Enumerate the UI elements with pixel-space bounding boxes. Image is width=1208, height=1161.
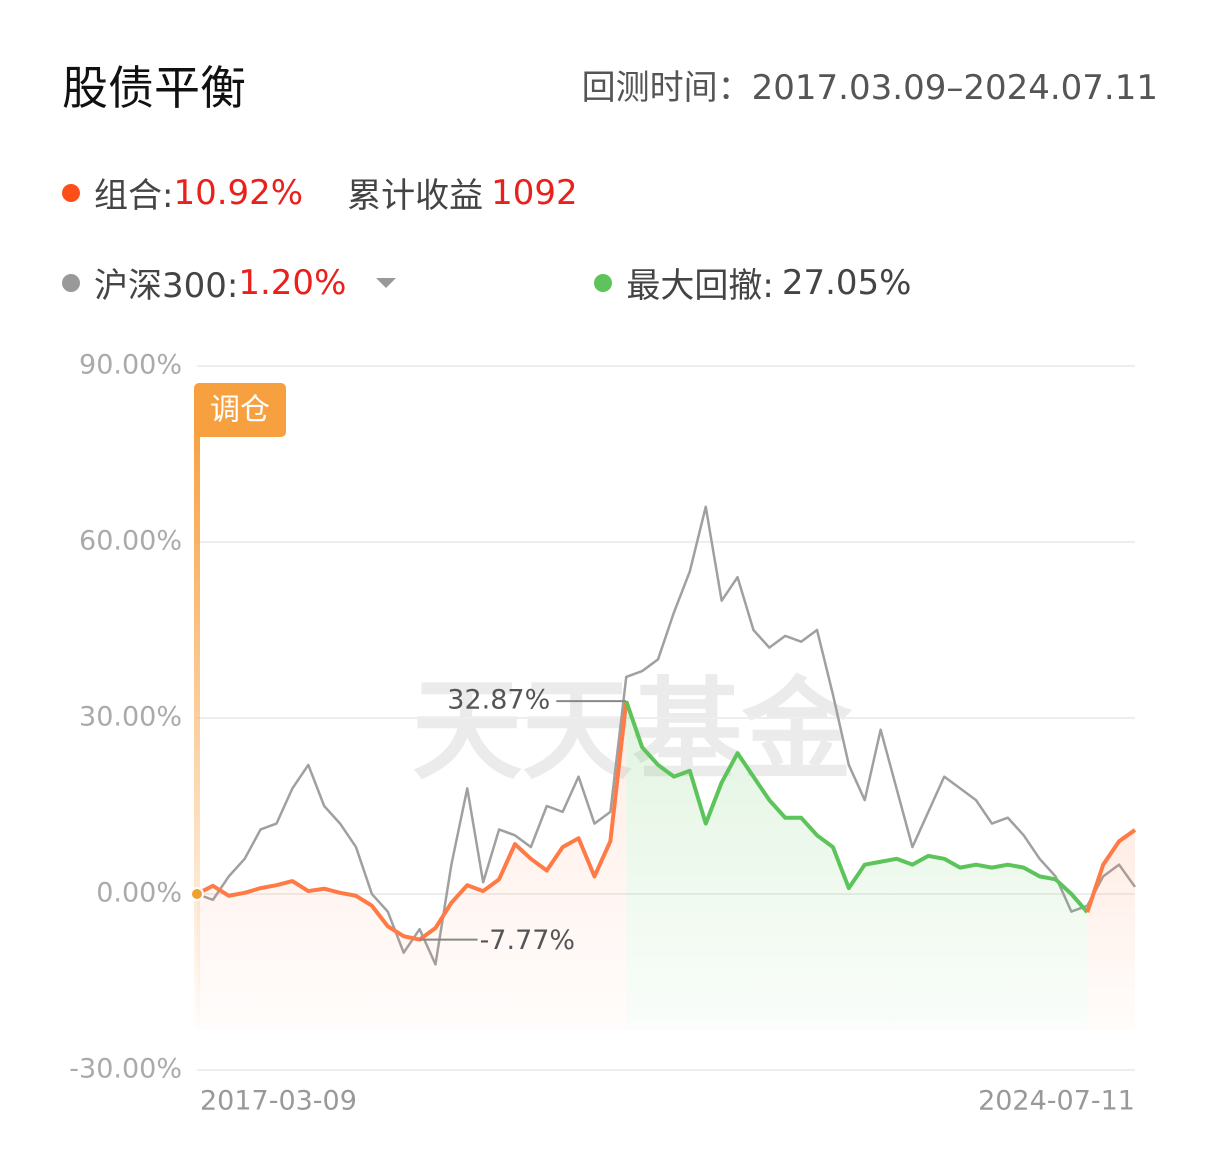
cumulative-label: 累计收益	[347, 176, 484, 216]
rebalance-label: 调仓	[210, 393, 270, 428]
legend-name: 沪深300:	[94, 266, 239, 306]
drawdown-label: 最大回撤:	[626, 266, 774, 306]
portfolio-line	[1085, 828, 1137, 913]
benchmark-line	[196, 505, 1137, 966]
rebalance-bar	[194, 420, 200, 1030]
period-value: 2017.03.09–2024.07.11	[751, 68, 1158, 108]
annotation-min: -7.77%	[480, 925, 576, 956]
title: 股债平衡	[62, 61, 246, 115]
area	[626, 701, 1088, 1030]
legend-dot	[594, 273, 613, 292]
y-tick-label: 30.00%	[79, 702, 182, 733]
y-tick-label: 60.00%	[79, 526, 182, 557]
period: 回测时间：2017.03.09–2024.07.11	[582, 60, 1158, 109]
legend-dot	[62, 183, 80, 202]
area	[197, 701, 627, 1030]
drawdown-line	[624, 700, 1089, 914]
cumulative-value: 1092	[491, 172, 578, 213]
legend-dot	[62, 273, 80, 292]
y-tick-label: -30.00%	[69, 1054, 182, 1085]
legend-value: 10.92%	[173, 172, 304, 213]
period-label: 回测时间：	[581, 68, 752, 108]
area	[1087, 829, 1135, 1030]
drawdown-value: 27.05%	[781, 262, 912, 303]
annotation-max: 32.87%	[447, 685, 550, 716]
x-tick-label: 2017-03-09	[200, 1086, 357, 1117]
legend-row: 组合: 10.92% 累计收益 1092	[62, 168, 578, 217]
legend-row: 沪深300: 1.20% 最大回撤: 27.05%	[62, 258, 912, 307]
portfolio-line	[196, 700, 629, 942]
y-tick-label: 90.00%	[79, 350, 182, 381]
legend-name: 组合:	[94, 176, 174, 216]
dropdown[interactable]	[374, 276, 398, 290]
y-tick-label: 0.00%	[96, 878, 182, 909]
legend-value: 1.20%	[238, 262, 347, 303]
start-dot	[190, 887, 204, 901]
x-tick-label: 2024-07-11	[978, 1086, 1135, 1117]
rebalance-box	[194, 383, 286, 437]
